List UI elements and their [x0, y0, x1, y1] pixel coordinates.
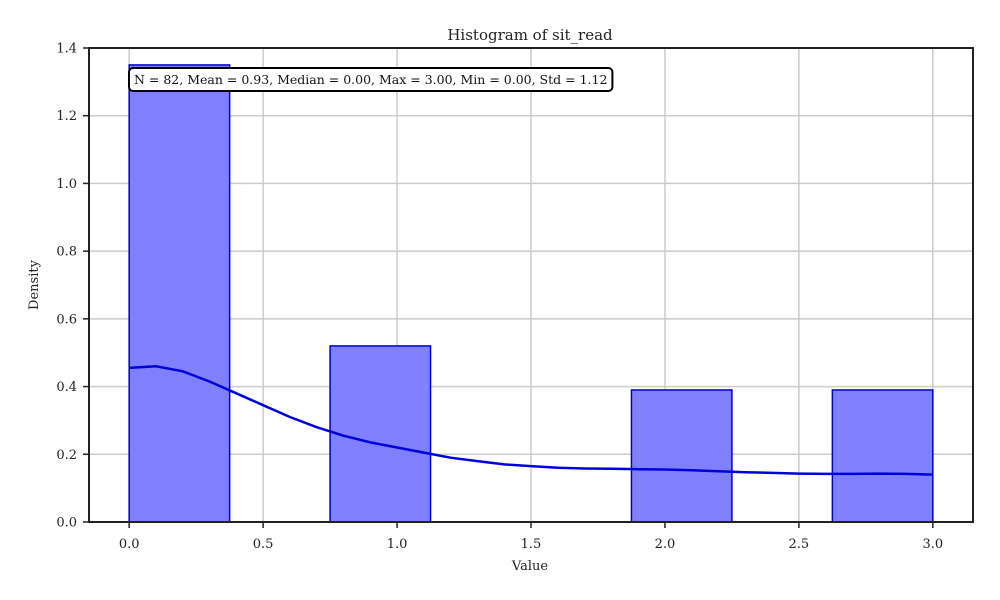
x-tick-label-3: 1.5 — [521, 537, 542, 552]
x-axis-label: Value — [511, 559, 548, 574]
chart-title: Histogram of sit_read — [447, 26, 613, 44]
x-tick-label-0: 0.0 — [119, 537, 140, 552]
y-tick-label-3: 0.6 — [56, 312, 77, 327]
stats-text: N = 82, Mean = 0.93, Median = 0.00, Max … — [134, 72, 607, 87]
histogram-bars — [128, 64, 934, 523]
stats-box — [128, 67, 614, 92]
histogram-bar-0 — [128, 64, 231, 523]
y-tick-label-7: 1.4 — [56, 42, 77, 57]
histogram-bar-1 — [329, 345, 432, 523]
y-tick-label-1: 0.2 — [56, 448, 77, 463]
x-axis-ticks: 0.0 0.5 1.0 1.5 2.0 2.5 3.0 — [119, 522, 943, 552]
x-tick-label-2: 1.0 — [387, 537, 408, 552]
y-tick-label-2: 0.4 — [56, 380, 77, 395]
y-tick-label-5: 1.0 — [56, 177, 77, 192]
x-tick-label-4: 2.0 — [655, 537, 676, 552]
x-tick-label-1: 0.5 — [253, 537, 274, 552]
y-tick-label-0: 0.0 — [56, 516, 77, 531]
kde-line — [129, 365, 933, 476]
y-tick-label-4: 0.8 — [56, 245, 77, 260]
x-tick-label-6: 3.0 — [922, 537, 943, 552]
x-tick-label-5: 2.5 — [789, 537, 810, 552]
grid-lines — [89, 47, 973, 523]
histogram-bar-3 — [831, 389, 934, 523]
y-axis-ticks: 0.0 0.2 0.4 0.6 0.8 1.0 1.2 1.4 — [56, 42, 89, 531]
y-axis-label: Density — [27, 259, 42, 310]
histogram-bar-2 — [630, 389, 733, 523]
y-tick-label-6: 1.2 — [56, 109, 77, 124]
stats-annotation: N = 82, Mean = 0.93, Median = 0.00, Max … — [128, 67, 614, 92]
